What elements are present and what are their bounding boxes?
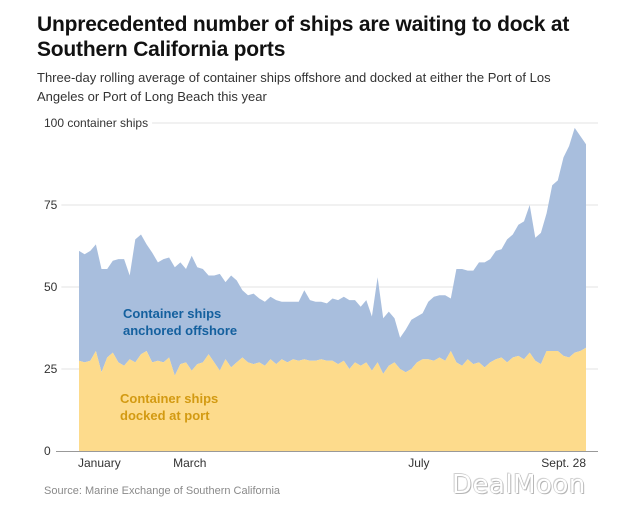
stacked-area-chart: 0 25 50 75 100 container ships January March Ju… [44,116,598,470]
axes: 0 25 50 75 100 container ships January March Ju… [44,116,598,470]
source-note: Source: Marine Exchange of Southern Cali… [44,485,281,497]
x-tick-label: Sept. 28 [541,456,586,470]
x-tick-label: March [173,456,206,470]
docked-series-label: docked at port [120,408,210,423]
offshore-series-label: Container ships [123,306,221,321]
y-tick-label: 75 [44,198,58,212]
offshore-series-label: anchored offshore [123,323,237,338]
area-docked [79,347,586,451]
y-tick-label: 100 container ships [44,116,148,130]
y-tick-label: 50 [44,280,58,294]
x-tick-label: July [408,456,429,470]
docked-series-label: Container ships [120,391,218,406]
chart-subtitle: Three-day rolling average of container s… [37,70,551,104]
series-labels: Container ships anchored offshore Containe… [120,306,237,423]
x-tick-label: January [78,456,121,470]
area-offshore [79,127,586,376]
areas [79,127,586,451]
watermark-logo: DealMoon [452,470,586,500]
chart-title: Unprecedented number of ships are waitin… [37,13,570,61]
y-tick-label: 25 [44,362,58,376]
y-tick-label: 0 [44,444,51,458]
